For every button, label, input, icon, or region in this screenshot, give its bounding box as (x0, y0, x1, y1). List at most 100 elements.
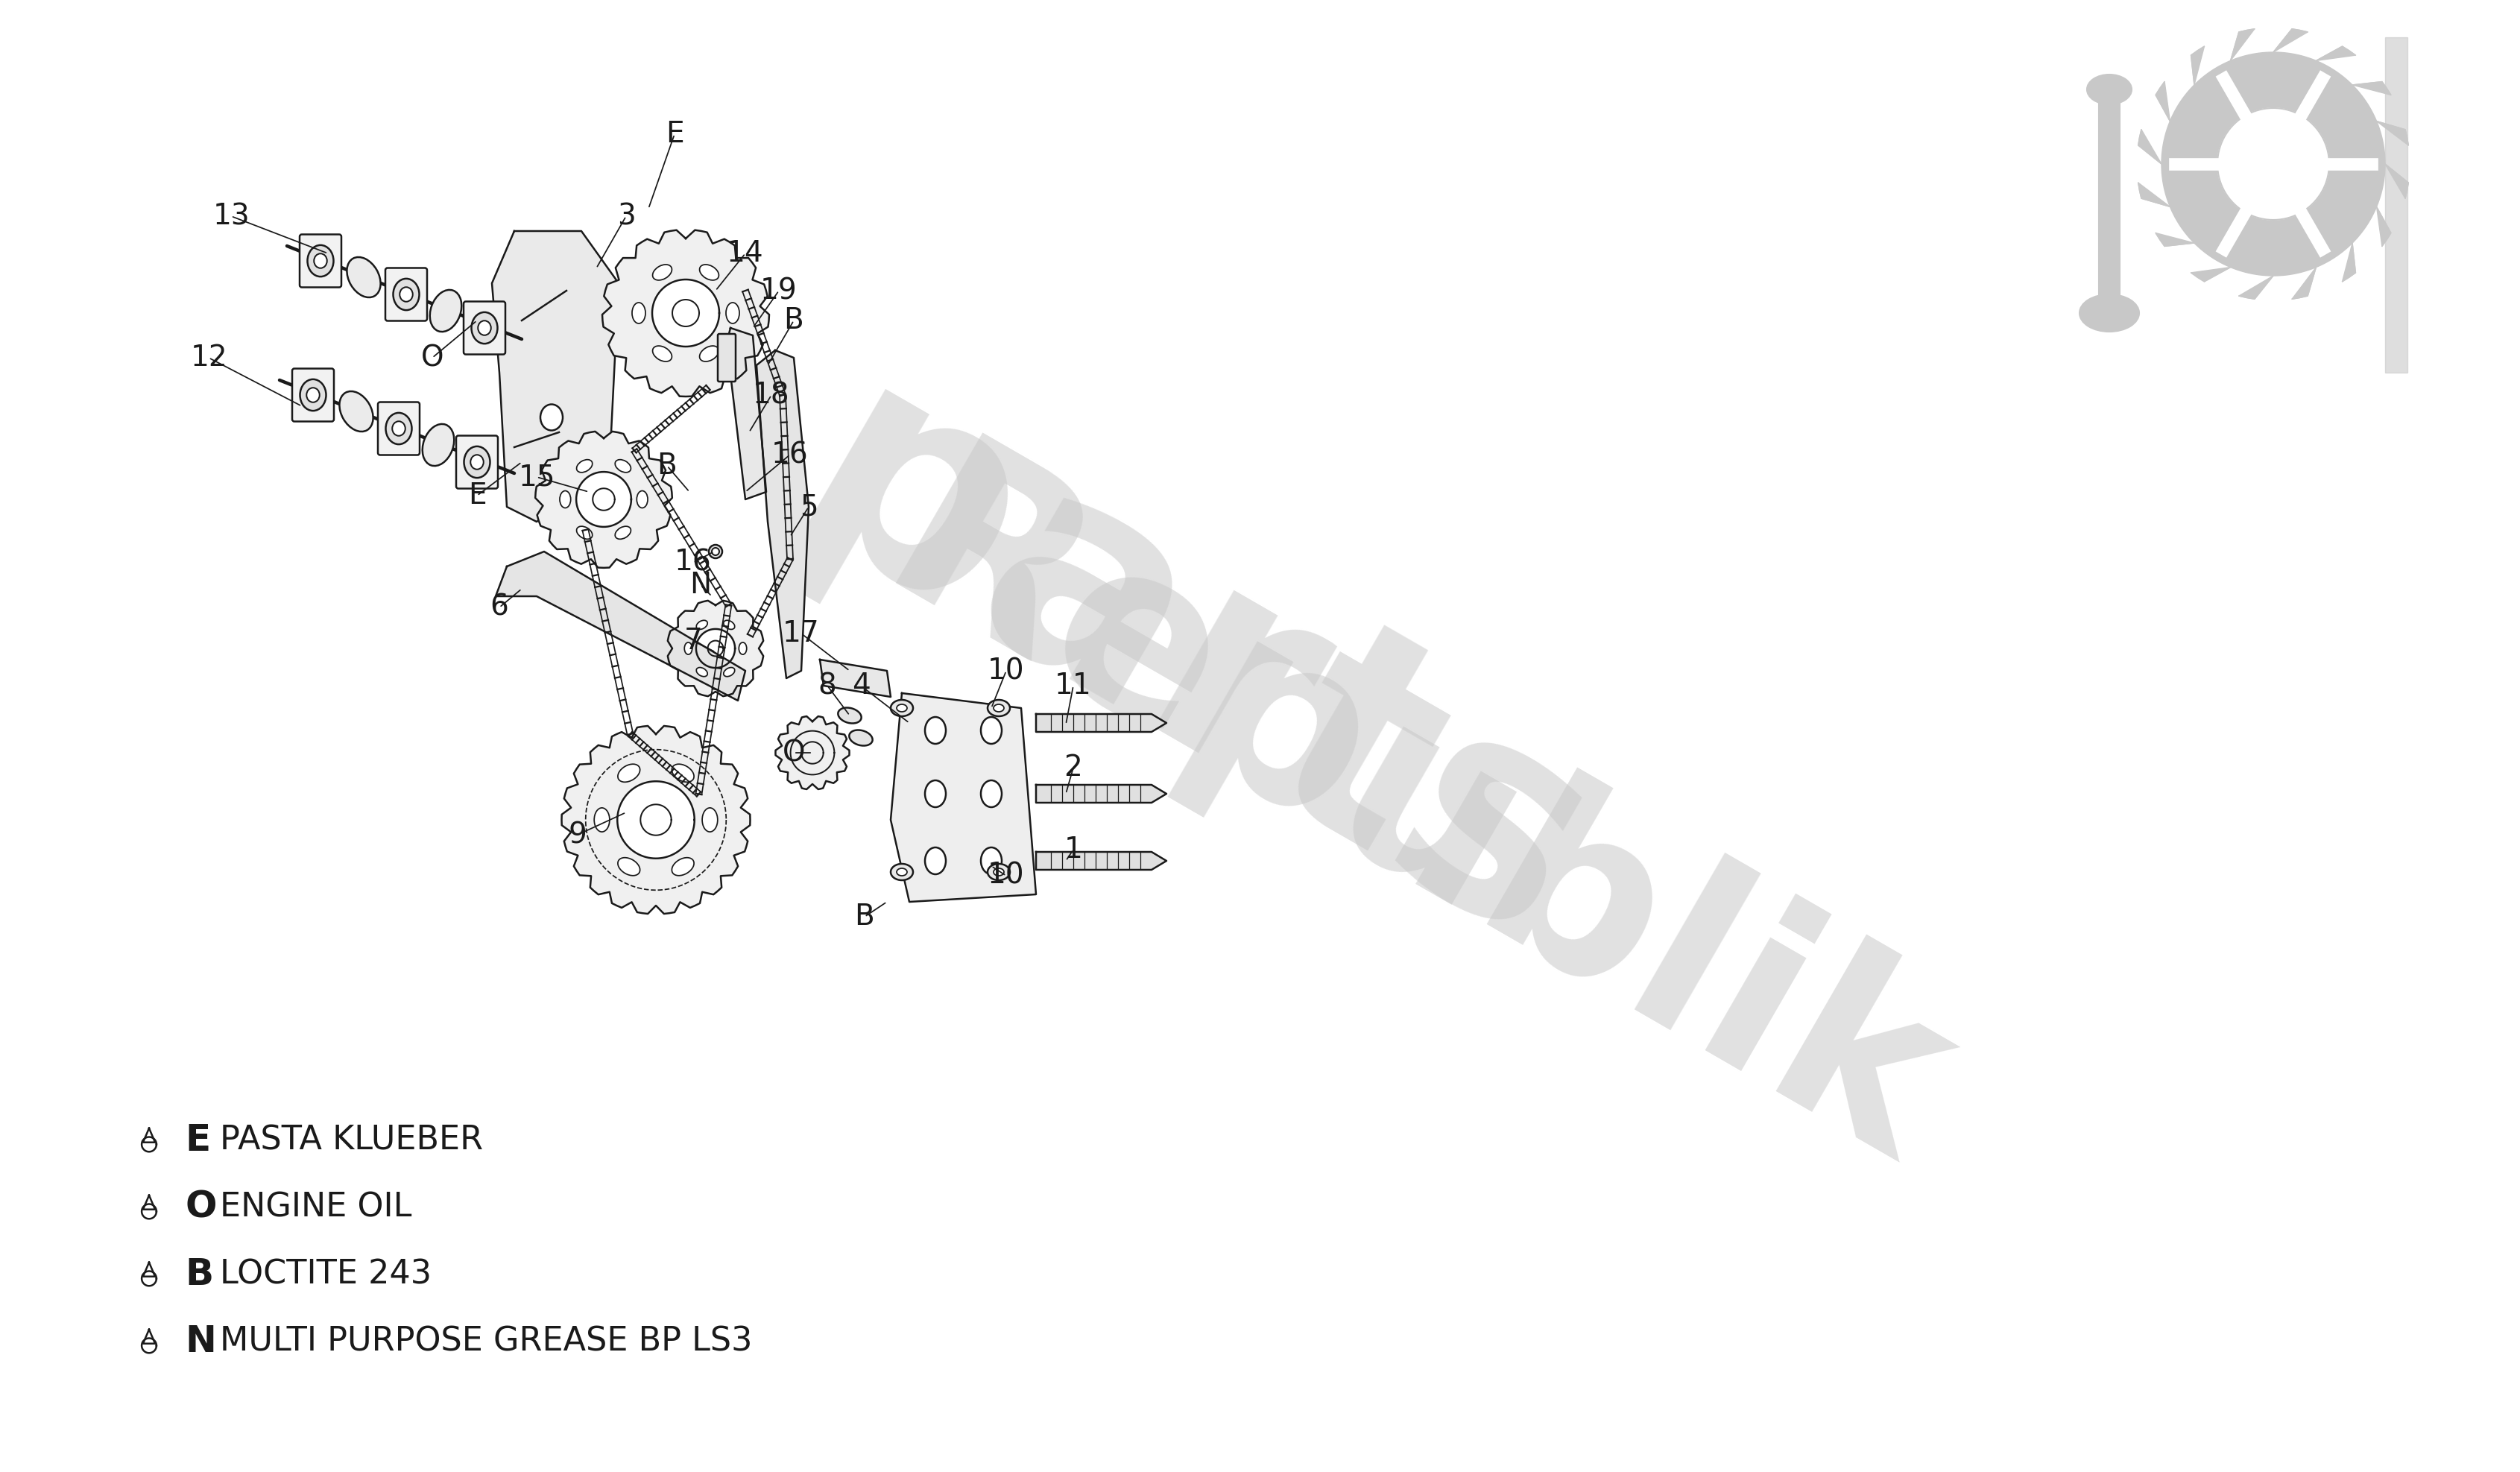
Polygon shape (2316, 46, 2356, 60)
Polygon shape (726, 328, 766, 499)
Polygon shape (2190, 46, 2205, 85)
Ellipse shape (723, 667, 736, 677)
FancyBboxPatch shape (2099, 87, 2119, 302)
Ellipse shape (723, 620, 736, 630)
Ellipse shape (315, 253, 328, 268)
Ellipse shape (595, 808, 610, 832)
Text: MULTI PURPOSE GREASE BP LS3: MULTI PURPOSE GREASE BP LS3 (219, 1326, 753, 1357)
Text: ENGINE OIL: ENGINE OIL (219, 1191, 411, 1223)
Ellipse shape (897, 868, 907, 876)
Ellipse shape (307, 246, 333, 277)
Ellipse shape (638, 490, 648, 508)
Ellipse shape (615, 459, 630, 473)
Polygon shape (696, 629, 736, 668)
Polygon shape (2155, 233, 2195, 246)
Text: O: O (184, 1189, 217, 1225)
Ellipse shape (673, 858, 693, 876)
Text: 16: 16 (675, 549, 711, 577)
Ellipse shape (617, 858, 640, 876)
Ellipse shape (703, 808, 718, 832)
FancyBboxPatch shape (718, 334, 736, 381)
Polygon shape (2341, 243, 2356, 281)
Ellipse shape (539, 405, 562, 430)
Ellipse shape (925, 848, 945, 874)
FancyBboxPatch shape (292, 368, 335, 421)
Text: LOCTITE 243: LOCTITE 243 (219, 1259, 431, 1291)
Ellipse shape (988, 699, 1011, 717)
Text: B: B (658, 452, 678, 480)
Polygon shape (491, 231, 617, 521)
Text: B: B (784, 306, 804, 334)
FancyBboxPatch shape (300, 234, 340, 287)
Ellipse shape (617, 764, 640, 782)
Text: PASTA KLUEBER: PASTA KLUEBER (219, 1125, 484, 1157)
Ellipse shape (615, 527, 630, 539)
Text: O: O (781, 739, 806, 767)
Polygon shape (2137, 130, 2162, 163)
Ellipse shape (393, 421, 406, 436)
Ellipse shape (839, 708, 862, 723)
Ellipse shape (993, 704, 1003, 712)
Text: 7: 7 (683, 627, 703, 655)
Polygon shape (534, 431, 673, 568)
Ellipse shape (386, 412, 411, 445)
Polygon shape (756, 350, 809, 679)
Polygon shape (819, 659, 890, 696)
Ellipse shape (890, 699, 912, 717)
Ellipse shape (653, 265, 673, 280)
Polygon shape (2238, 275, 2273, 299)
Text: O: O (421, 343, 444, 372)
Ellipse shape (980, 717, 1003, 743)
Polygon shape (2230, 29, 2255, 60)
Polygon shape (617, 782, 696, 858)
Polygon shape (890, 693, 1036, 902)
Text: 19: 19 (761, 277, 796, 305)
Ellipse shape (2079, 294, 2139, 331)
Ellipse shape (980, 848, 1003, 874)
Text: 15: 15 (519, 462, 554, 492)
Ellipse shape (696, 667, 708, 677)
Polygon shape (2376, 206, 2391, 246)
Text: 3: 3 (617, 202, 635, 230)
FancyBboxPatch shape (378, 402, 421, 455)
Ellipse shape (925, 780, 945, 807)
Text: E: E (665, 121, 683, 149)
Text: E: E (469, 481, 486, 509)
Text: parts: parts (751, 334, 1633, 1007)
Text: 17: 17 (784, 620, 819, 648)
Polygon shape (776, 717, 849, 789)
Polygon shape (2218, 107, 2328, 219)
Polygon shape (2351, 81, 2391, 96)
Text: B: B (854, 902, 874, 930)
Ellipse shape (711, 548, 718, 555)
Ellipse shape (738, 642, 746, 655)
FancyBboxPatch shape (456, 436, 499, 489)
Polygon shape (2162, 52, 2384, 275)
Polygon shape (496, 552, 746, 701)
Ellipse shape (726, 303, 738, 324)
Text: Republik: Republik (849, 425, 1983, 1214)
Ellipse shape (340, 392, 373, 431)
Ellipse shape (423, 424, 454, 467)
Ellipse shape (348, 258, 381, 297)
Ellipse shape (890, 864, 912, 880)
Text: N: N (184, 1323, 217, 1360)
Polygon shape (562, 726, 751, 914)
Polygon shape (2376, 121, 2409, 146)
Ellipse shape (431, 290, 461, 331)
Ellipse shape (300, 380, 325, 411)
Text: 6: 6 (489, 593, 509, 621)
Ellipse shape (577, 527, 592, 539)
Polygon shape (2190, 268, 2230, 281)
Text: 1: 1 (1063, 836, 1084, 864)
Ellipse shape (685, 642, 693, 655)
Ellipse shape (633, 303, 645, 324)
Text: 13: 13 (212, 202, 249, 230)
Ellipse shape (471, 312, 496, 343)
Ellipse shape (559, 490, 570, 508)
Ellipse shape (701, 265, 718, 280)
Polygon shape (2384, 163, 2409, 199)
FancyBboxPatch shape (386, 268, 426, 321)
Text: 14: 14 (726, 240, 764, 268)
Polygon shape (2273, 29, 2308, 52)
